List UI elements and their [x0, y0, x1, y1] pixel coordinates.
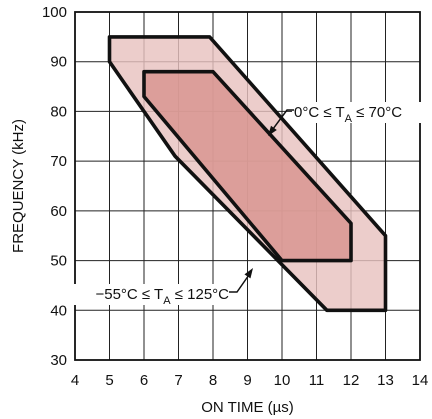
tick-labels: 4 5 6 7 8 9 10 11 12 13 14 30 40 50 60 70 80 90 100 — [42, 4, 428, 389]
label-background — [292, 102, 424, 123]
y-tick-label: 40 — [50, 302, 67, 319]
axis-titles: ON TIME (µs) FREQUENCY (kHz) — [10, 119, 294, 416]
x-tick-label: 4 — [71, 372, 79, 389]
region-commercial-temperature — [142, 69, 353, 263]
x-tick-label: 9 — [243, 372, 251, 389]
x-tick-label: 8 — [209, 372, 217, 389]
label-part-main: 0°C ≤ T — [294, 104, 345, 121]
x-tick-label: 14 — [412, 372, 429, 389]
plot-frame — [74, 11, 421, 361]
region-label-0: −55°C ≤ TA ≤ 125°C — [47, 268, 253, 307]
leader-line — [269, 109, 294, 134]
label-background — [47, 284, 231, 305]
arrow-head — [244, 268, 253, 279]
label-part-subscript: A — [345, 113, 353, 125]
x-tick-label: 6 — [140, 372, 148, 389]
operating-regions — [107, 35, 388, 313]
region-label-text: 0°C ≤ TA ≤ 70°C — [294, 104, 402, 125]
label-part-tail: ≤ 70°C — [352, 104, 402, 121]
label-part-main: −55°C ≤ T — [95, 286, 163, 303]
x-tick-label: 11 — [309, 372, 325, 389]
y-tick-label: 90 — [50, 54, 67, 71]
y-axis-title: FREQUENCY (kHz) — [10, 119, 27, 253]
y-tick-label: 100 — [42, 4, 67, 21]
x-tick-label: 12 — [343, 372, 360, 389]
leader-line — [229, 271, 252, 293]
label-part-tail: ≤ 125°C — [171, 286, 230, 303]
x-tick-label: 13 — [377, 372, 394, 389]
region-label-1: 0°C ≤ TA ≤ 70°C — [268, 102, 424, 136]
region-annotations: 0°C ≤ TA ≤ 70°C−55°C ≤ TA ≤ 125°C — [47, 102, 424, 307]
x-axis-title: ON TIME (µs) — [201, 399, 294, 416]
x-tick-label: 5 — [105, 372, 113, 389]
plot-border — [74, 11, 421, 361]
y-tick-label: 30 — [50, 352, 67, 369]
y-tick-label: 60 — [50, 203, 67, 220]
arrow-head — [268, 125, 277, 136]
y-tick-label: 80 — [50, 103, 67, 120]
x-tick-label: 10 — [274, 372, 291, 389]
label-part-subscript: A — [163, 295, 171, 307]
y-tick-label: 50 — [50, 253, 67, 270]
y-tick-label: 70 — [50, 153, 67, 170]
region-label-text: −55°C ≤ TA ≤ 125°C — [95, 286, 229, 307]
x-tick-label: 7 — [174, 372, 182, 389]
